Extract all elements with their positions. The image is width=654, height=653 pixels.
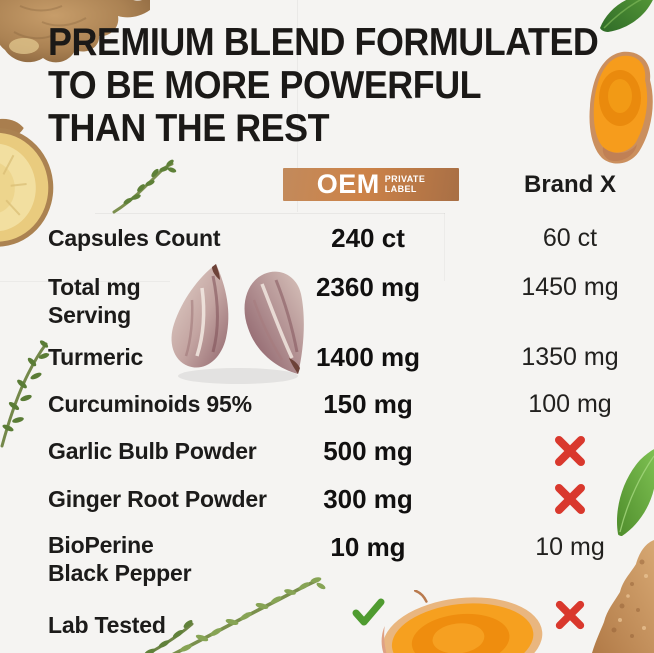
- page-title: PREMIUM BLEND FORMULATED TO BE MORE POWE…: [48, 21, 599, 150]
- row-label: Garlic Bulb Powder: [48, 438, 257, 464]
- oem-private-label-badge: OEM PRIVATE LABEL: [283, 168, 459, 201]
- row-label: Lab Tested: [48, 612, 166, 638]
- row-label: BioPerine Black Pepper: [48, 532, 192, 586]
- table-row: Garlic Bulb Powder 500 mg: [0, 427, 654, 475]
- oem-value: 10 mg: [330, 532, 406, 562]
- oem-badge-subtitle-line2: LABEL: [384, 183, 417, 194]
- table-row: BioPerine Black Pepper 10 mg 10 mg: [0, 523, 654, 597]
- paper-seam: [95, 213, 445, 214]
- red-x-icon: [555, 436, 585, 466]
- row-label: Curcuminoids 95%: [48, 390, 252, 417]
- oem-value: [298, 597, 438, 628]
- table-row: Ginger Root Powder 300 mg: [0, 475, 654, 523]
- oem-badge-subtitle-line1: PRIVATE: [384, 174, 426, 184]
- paper-seam: [0, 281, 170, 282]
- brandx-value: [490, 432, 650, 470]
- brandx-value: 60 ct: [542, 224, 598, 252]
- table-row: Total mg Serving 2360 mg 1450 mg: [0, 261, 654, 333]
- row-label: Ginger Root Powder: [48, 486, 267, 512]
- oem-value: 300 mg: [323, 484, 413, 514]
- table-row: Capsules Count 240 ct 60 ct: [0, 215, 654, 261]
- oem-badge-brand: OEM: [316, 169, 380, 199]
- thyme-sprig-image: [112, 159, 177, 214]
- title-line-3: THAN THE REST: [48, 107, 330, 150]
- comparison-table: Capsules Count 240 ct 60 ct Total mg Ser…: [0, 215, 654, 653]
- paper-seam: [297, 0, 298, 212]
- green-check-icon: [352, 598, 384, 626]
- table-row: Lab Tested: [0, 597, 654, 653]
- oem-value: 240 ct: [331, 223, 405, 253]
- brand-x-column-header: Brand X: [523, 170, 616, 198]
- green-leaf-image: [600, 0, 653, 32]
- oem-badge-subtitle: PRIVATE LABEL: [384, 174, 426, 194]
- brandx-value: 1450 mg: [521, 273, 619, 301]
- brandx-value: 1350 mg: [521, 342, 619, 371]
- oem-value: 500 mg: [323, 436, 413, 466]
- row-label: Turmeric: [48, 343, 144, 370]
- red-x-icon: [555, 484, 585, 514]
- row-label: Total mg Serving: [48, 274, 141, 328]
- brandx-value: 100 mg: [528, 389, 612, 418]
- table-row: Turmeric 1400 mg 1350 mg: [0, 333, 654, 380]
- title-line-2: TO BE MORE POWERFUL: [48, 64, 482, 107]
- oem-value: 150 mg: [323, 388, 413, 419]
- red-x-icon: [555, 600, 585, 630]
- table-row: Curcuminoids 95% 150 mg 100 mg: [0, 380, 654, 427]
- oem-value: 1400 mg: [315, 341, 421, 372]
- brandx-value: [490, 597, 650, 633]
- oem-value: 2360 mg: [315, 272, 421, 302]
- row-label: Capsules Count: [48, 225, 221, 251]
- title-line-1: PREMIUM BLEND FORMULATED: [48, 21, 599, 64]
- brandx-value: 10 mg: [535, 533, 605, 561]
- brandx-value: [490, 480, 650, 518]
